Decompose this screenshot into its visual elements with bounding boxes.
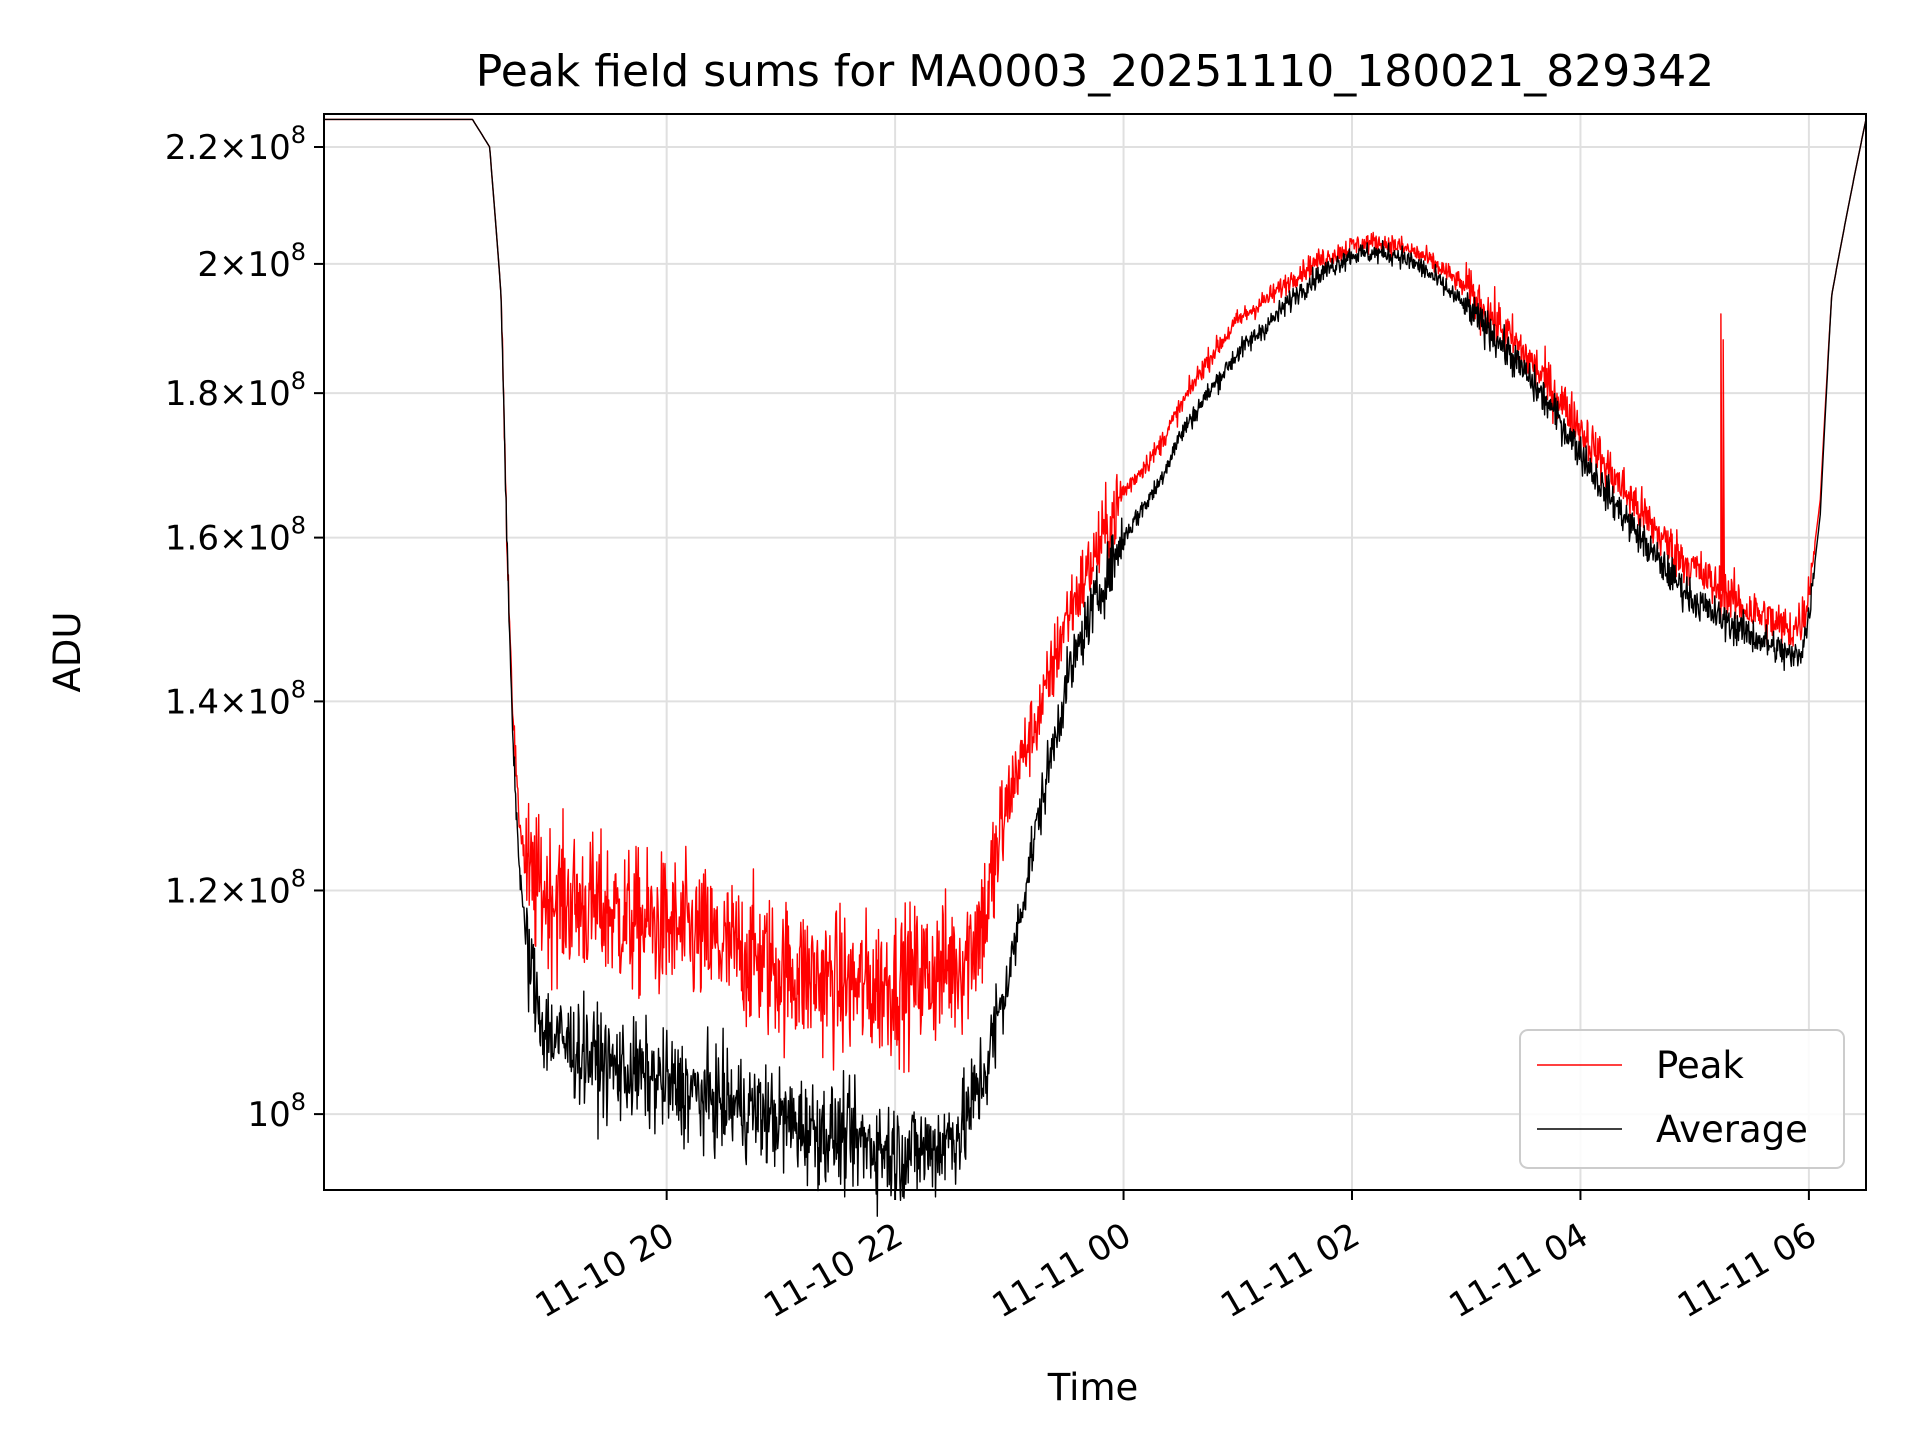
y-tick-label-4: 1.8×108 — [165, 367, 306, 414]
series-line-average — [323, 118, 1867, 1217]
y-tick-label-1: 1.2×108 — [165, 864, 306, 911]
y-tick-label-6: 2.2×108 — [165, 121, 306, 168]
grid-layer — [324, 114, 1866, 1190]
y-axis-label: ADU — [46, 612, 89, 693]
legend-label-average: Average — [1656, 1108, 1808, 1151]
y-tick-label-5: 2×108 — [197, 238, 306, 285]
plot-frame — [323, 113, 1867, 1191]
y-tick-label-3: 1.6×108 — [165, 512, 306, 559]
y-axis-ticks: 108 1.2×108 1.4×108 1.6×108 1.8×108 2×108 2.2×… — [165, 121, 324, 1135]
series-layer — [323, 118, 1867, 1217]
x-axis-label: Time — [1047, 1366, 1139, 1409]
y-tick-label-0: 108 — [247, 1088, 306, 1135]
chart-title: Peak field sums for MA0003_20251110_1800… — [476, 46, 1714, 97]
y-tick-label-2: 1.4×108 — [165, 675, 306, 722]
legend-label-peak: Peak — [1656, 1044, 1744, 1087]
legend: Peak Average — [1519, 1029, 1845, 1169]
